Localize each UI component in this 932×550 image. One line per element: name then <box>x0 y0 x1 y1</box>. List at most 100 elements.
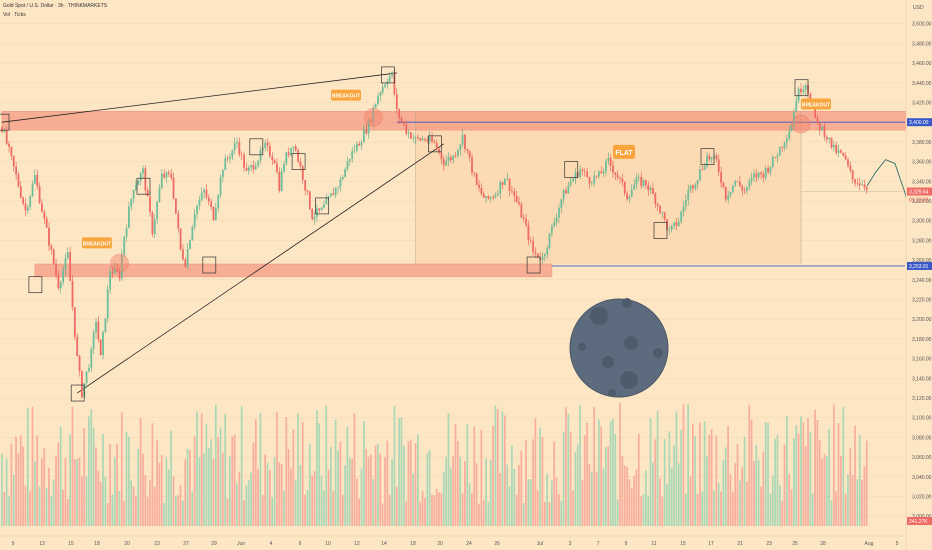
volume-header[interactable]: Vol · Ticks <box>3 12 26 18</box>
volume-bar <box>149 480 151 526</box>
volume-bar <box>778 484 781 526</box>
candle-body <box>410 132 412 139</box>
candle-body <box>844 155 847 160</box>
volume-bar <box>62 489 64 526</box>
volume-bar <box>92 427 95 526</box>
volume-bar <box>400 417 403 526</box>
candle-body <box>781 147 784 148</box>
price-tags: 3,400.00 3,253.91 3,329.64 01:23:30 241.27K <box>907 118 932 525</box>
candle-body <box>715 155 718 160</box>
volume-bar <box>238 471 241 526</box>
candle-body <box>48 227 50 246</box>
volume-bar <box>71 406 74 526</box>
candle-body <box>851 170 854 180</box>
candle-body <box>346 161 349 170</box>
volume-bar <box>388 494 391 526</box>
volume-bar <box>259 412 262 526</box>
volume-bar <box>633 475 635 526</box>
volume-bar <box>64 457 67 526</box>
price-tag: 3,329.64 <box>909 190 929 196</box>
candle-body <box>17 174 20 187</box>
candle-body <box>120 254 123 279</box>
candle-body <box>125 227 128 237</box>
candle-body <box>543 254 546 257</box>
candle-body <box>804 85 807 90</box>
candle-body <box>457 150 459 156</box>
volume-bar <box>156 440 158 526</box>
volume-bar <box>297 413 299 526</box>
volume-bar <box>656 411 659 526</box>
volume-bar <box>689 476 692 526</box>
y-tick-label: 3,320.00 <box>912 199 932 205</box>
volume-bar <box>193 436 196 526</box>
candle-body <box>414 137 417 139</box>
volume-bar <box>3 491 6 526</box>
candle-body <box>224 158 227 171</box>
candle-body <box>189 240 191 250</box>
level-tag: 3,400.00 <box>909 120 929 126</box>
volume-bar <box>299 464 302 526</box>
volume-bar <box>231 436 234 526</box>
candle-body <box>565 190 567 194</box>
volume-bar <box>186 448 189 526</box>
x-tick-label: 6 <box>299 541 302 547</box>
volume-bar <box>111 494 114 526</box>
volume-bar <box>598 419 600 526</box>
candle-body <box>586 171 589 178</box>
volume-bar <box>696 493 699 526</box>
x-tick-label: 12 <box>354 541 360 547</box>
candle-body <box>492 197 495 198</box>
volume-tag: 241.27K <box>909 519 928 525</box>
symbol-header[interactable]: Gold Spot / U.S. Dollar · 3h · THINKMARK… <box>3 3 108 9</box>
candle-body <box>334 187 337 196</box>
candle-body <box>459 144 462 151</box>
candle-body <box>57 274 60 289</box>
volume-bar <box>95 447 97 526</box>
candle-body <box>238 142 241 155</box>
x-tick-label: 3 <box>569 541 572 547</box>
candle-body <box>113 268 116 274</box>
candle-body <box>160 173 163 189</box>
volume-bar <box>694 436 697 526</box>
volume-bar <box>487 501 490 526</box>
candle-body <box>158 188 161 203</box>
time-axis[interactable]: 9 13 15 18 20 23 27 29 Jun 4 6 10 12 14 18 20 24 26 Jul 3 7 9… <box>0 535 906 547</box>
candle-body <box>647 185 650 191</box>
volume-bar <box>191 491 194 526</box>
volume-bar <box>600 426 603 526</box>
candle-body <box>3 130 6 132</box>
volume-bar <box>619 402 621 526</box>
volume-bar <box>605 446 607 526</box>
volume-bar <box>210 439 212 526</box>
candle-body <box>825 136 828 140</box>
volume-bar <box>327 469 330 526</box>
price-axis[interactable]: USD 3,500.00 3,480.00 3,460.00 3,440.00 3,420… <box>905 0 932 550</box>
y-tick-label: 3,080.00 <box>912 435 932 441</box>
volume-bar <box>419 502 422 526</box>
candle-body <box>633 184 636 190</box>
candle-body <box>762 173 765 178</box>
volume-bar <box>48 467 50 526</box>
candle-body <box>278 171 281 191</box>
volume-bar <box>579 405 581 526</box>
candle-body <box>499 181 502 194</box>
candle-body <box>750 177 753 181</box>
level-tag: 3,253.91 <box>909 264 929 270</box>
volume-bar <box>175 495 177 526</box>
candle-body <box>144 168 147 191</box>
volume-bar <box>635 469 638 526</box>
candle-body <box>553 222 556 227</box>
candle-body <box>231 150 234 158</box>
candle-body <box>78 355 81 372</box>
volume-bar <box>8 495 10 526</box>
candle-body <box>861 184 863 186</box>
candle-body <box>572 178 574 182</box>
candle-body <box>109 271 111 290</box>
volume-bar <box>649 418 652 526</box>
volume-bar <box>607 446 610 526</box>
volume-bar <box>842 407 845 526</box>
candle-body <box>19 186 22 198</box>
candle-body <box>210 201 213 207</box>
volume-bar <box>741 467 744 526</box>
